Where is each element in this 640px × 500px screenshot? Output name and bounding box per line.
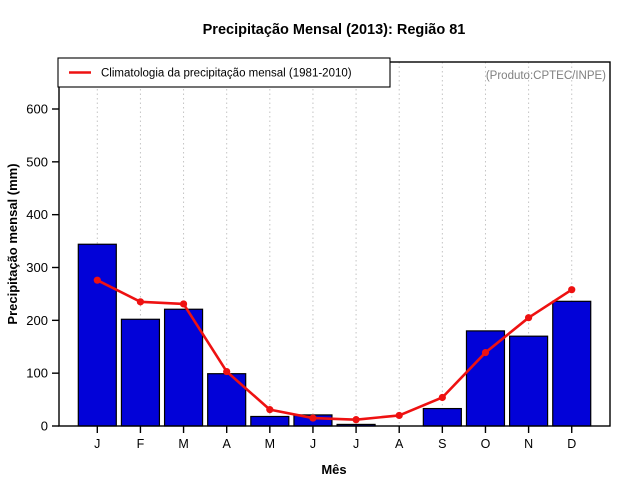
bar-D-11 xyxy=(552,300,592,427)
x-tick-label: F xyxy=(137,437,145,451)
legend: Climatologia da precipitação mensal (198… xyxy=(57,57,391,88)
y-axis-title: Precipitação mensal (mm) xyxy=(5,163,20,324)
y-tick-label: 0 xyxy=(41,419,48,434)
bar-O-9 xyxy=(465,330,506,427)
axis-ticks xyxy=(52,108,573,433)
x-tick-label: M xyxy=(178,437,188,451)
x-axis-title: Mês xyxy=(321,462,346,477)
x-tick-label: D xyxy=(567,437,576,451)
climatology-point xyxy=(395,411,403,420)
climatology-point xyxy=(309,414,317,422)
climatology-point xyxy=(352,416,360,424)
climatology-point xyxy=(136,298,145,306)
climatology-point xyxy=(481,348,490,357)
bar-J-0 xyxy=(77,243,117,427)
climatology-point xyxy=(179,300,188,308)
climatology-point xyxy=(438,393,446,402)
x-tick-label: J xyxy=(353,437,359,451)
x-tick-label: J xyxy=(94,437,100,451)
climatology-point xyxy=(266,406,274,414)
y-tick-label: 400 xyxy=(26,207,48,222)
axis-tick-labels: J F M A M J J A S O N D 0 100 200 300 400 500 600 xyxy=(26,102,576,452)
bar-series xyxy=(77,243,592,427)
x-tick-label: N xyxy=(524,437,533,451)
climatology-point xyxy=(93,276,101,284)
bar-M-2 xyxy=(163,308,204,427)
x-tick-label: M xyxy=(265,437,275,451)
chart-title: Precipitação Mensal (2013): Região 81 xyxy=(203,22,466,38)
x-tick-label: O xyxy=(481,437,491,451)
y-tick-label: 300 xyxy=(26,260,48,275)
climatology-point xyxy=(525,314,533,322)
x-tick-label: A xyxy=(395,437,404,451)
legend-label: Climatologia da precipitação mensal (198… xyxy=(101,68,352,80)
bar-S-8 xyxy=(422,407,462,427)
y-tick-label: 600 xyxy=(26,102,48,117)
climatology-line xyxy=(96,279,573,421)
bar-N-10 xyxy=(509,335,549,427)
y-tick-label: 100 xyxy=(26,366,48,381)
product-annotation: (Produto:CPTEC/INPE) xyxy=(486,70,606,82)
bar-A-3 xyxy=(207,373,247,427)
bar-F-1 xyxy=(120,318,161,427)
x-tick-label: A xyxy=(223,437,232,451)
climatology-line-series xyxy=(93,276,576,424)
x-tick-label: J xyxy=(310,437,316,451)
bar-M-4 xyxy=(250,415,290,427)
y-tick-label: 500 xyxy=(26,154,48,169)
x-tick-label: S xyxy=(438,437,446,451)
climatology-point xyxy=(568,286,576,294)
climatology-point xyxy=(223,367,231,376)
y-tick-label: 200 xyxy=(26,313,48,328)
legend-box xyxy=(57,57,391,88)
